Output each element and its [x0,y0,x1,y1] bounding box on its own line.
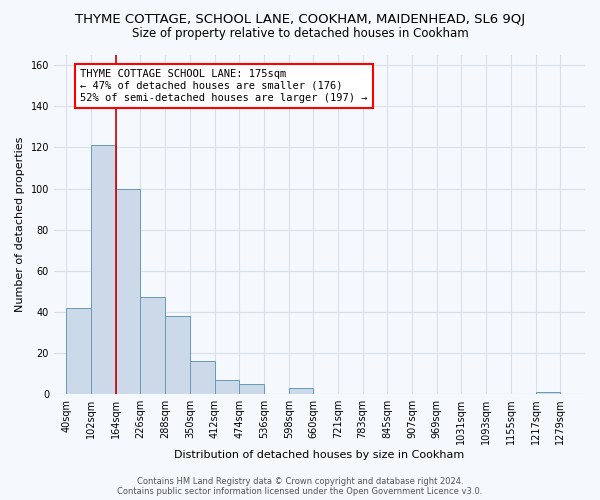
Bar [190,361,215,394]
Bar [289,388,313,394]
Bar [165,316,190,394]
X-axis label: Distribution of detached houses by size in Cookham: Distribution of detached houses by size … [175,450,464,460]
Bar [116,188,140,394]
Bar [215,380,239,394]
Text: Contains HM Land Registry data © Crown copyright and database right 2024.
Contai: Contains HM Land Registry data © Crown c… [118,476,482,496]
Text: Size of property relative to detached houses in Cookham: Size of property relative to detached ho… [131,28,469,40]
Text: THYME COTTAGE, SCHOOL LANE, COOKHAM, MAIDENHEAD, SL6 9QJ: THYME COTTAGE, SCHOOL LANE, COOKHAM, MAI… [75,12,525,26]
Bar [239,384,264,394]
Bar [91,146,116,394]
Text: THYME COTTAGE SCHOOL LANE: 175sqm
← 47% of detached houses are smaller (176)
52%: THYME COTTAGE SCHOOL LANE: 175sqm ← 47% … [80,70,368,102]
Bar [536,392,560,394]
Bar [140,298,165,394]
Bar [66,308,91,394]
Y-axis label: Number of detached properties: Number of detached properties [15,137,25,312]
